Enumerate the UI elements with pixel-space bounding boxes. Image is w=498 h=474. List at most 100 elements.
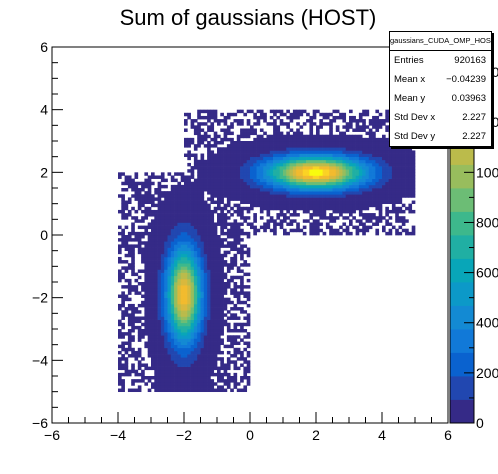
heatmap-cell (187, 285, 191, 289)
heatmap-cell (246, 147, 251, 151)
heatmap-cell (184, 297, 188, 302)
heatmap-cell (197, 141, 201, 145)
heatmap-cell (147, 235, 152, 239)
heatmap-cell (177, 222, 182, 226)
heatmap-cell (296, 122, 300, 126)
heatmap-cell (190, 379, 195, 383)
heatmap-cell (342, 115, 347, 120)
heatmap-cell (213, 137, 218, 142)
heatmap-cell (124, 203, 129, 208)
heatmap-cell (342, 147, 347, 151)
heatmap-cell (233, 144, 238, 148)
heatmap-cell (174, 228, 178, 233)
heatmap-cell (164, 191, 168, 195)
heatmap-cell (180, 385, 185, 389)
heatmap-cell (276, 134, 281, 139)
heatmap-cell (141, 322, 145, 327)
heatmap-cell (160, 363, 165, 367)
heatmap-cell (187, 275, 191, 280)
heatmap-cell (177, 253, 182, 258)
heatmap-cell (296, 153, 300, 158)
heatmap-cell (187, 238, 191, 242)
heatmap-cell (190, 357, 195, 361)
heatmap-cell (131, 269, 135, 273)
heatmap-cell (273, 144, 277, 148)
heatmap-cell (187, 319, 191, 324)
heatmap-cell (302, 209, 307, 214)
heatmap-cell (230, 222, 234, 226)
heatmap-cell (335, 141, 340, 145)
heatmap-cell (240, 197, 244, 201)
heatmap-cell (230, 156, 234, 161)
heatmap-cell (233, 385, 238, 389)
heatmap-cell (213, 278, 218, 283)
heatmap-cell (283, 188, 287, 192)
heatmap-cell (223, 219, 228, 223)
heatmap-cell (319, 156, 323, 161)
heatmap-cell (151, 307, 155, 311)
heatmap-cell (174, 291, 178, 295)
heatmap-cell (118, 376, 122, 380)
heatmap-cell (233, 184, 238, 189)
heatmap-cell (177, 310, 182, 314)
heatmap-cell (197, 388, 201, 393)
heatmap-cell (332, 141, 337, 145)
heatmap-cell (217, 263, 221, 267)
heatmap-cell (170, 278, 175, 283)
heatmap-cell (292, 150, 297, 154)
heatmap-cell (309, 122, 314, 126)
heatmap-cell (154, 263, 158, 267)
heatmap-cell (144, 332, 149, 336)
heatmap-cell (160, 344, 165, 349)
heatmap-cell (141, 216, 145, 220)
heatmap-cell (193, 335, 198, 339)
heatmap-cell (131, 363, 135, 367)
heatmap-cell (213, 144, 218, 148)
heatmap-cell (220, 282, 224, 286)
heatmap-cell (253, 156, 257, 161)
heatmap-cell (197, 169, 201, 173)
heatmap-cell (210, 197, 215, 201)
heatmap-cell (174, 300, 178, 305)
heatmap-cell (289, 169, 294, 173)
heatmap-cell (372, 194, 376, 198)
heatmap-cell (184, 175, 188, 179)
heatmap-cell (312, 178, 317, 183)
heatmap-cell (352, 188, 356, 192)
heatmap-cell (352, 225, 356, 230)
heatmap-cell (246, 316, 251, 320)
heatmap-cell (253, 172, 257, 176)
heatmap-cell (250, 128, 254, 132)
heatmap-cell (160, 313, 165, 317)
heatmap-cell (190, 203, 195, 208)
heatmap-cell (259, 181, 264, 186)
heatmap-cell (289, 203, 294, 208)
heatmap-cell (137, 332, 142, 336)
heatmap-cell (121, 300, 125, 305)
heatmap-cell (319, 197, 323, 201)
heatmap-cell (243, 376, 248, 380)
heatmap-cell (325, 172, 330, 176)
heatmap-cell (177, 278, 182, 283)
heatmap-cell (246, 376, 251, 380)
heatmap-cell (200, 122, 205, 126)
heatmap-cell (147, 282, 152, 286)
heatmap-cell (193, 369, 198, 374)
heatmap-cell (203, 344, 208, 349)
heatmap-cell (193, 241, 198, 245)
heatmap-cell (147, 366, 152, 371)
heatmap-cell (210, 122, 215, 126)
heatmap-cell (131, 216, 135, 220)
heatmap-cell (286, 172, 290, 176)
heatmap-cell (217, 178, 221, 183)
heatmap-cell (197, 122, 201, 126)
heatmap-cell (382, 228, 386, 233)
heatmap-cell (157, 181, 162, 186)
heatmap-cell (197, 188, 201, 192)
heatmap-cell (375, 144, 380, 148)
heatmap-cell (187, 341, 191, 346)
heatmap-cell (137, 206, 142, 211)
heatmap-cell (170, 347, 175, 352)
heatmap-cell (345, 150, 350, 154)
heatmap-cell (230, 213, 234, 217)
